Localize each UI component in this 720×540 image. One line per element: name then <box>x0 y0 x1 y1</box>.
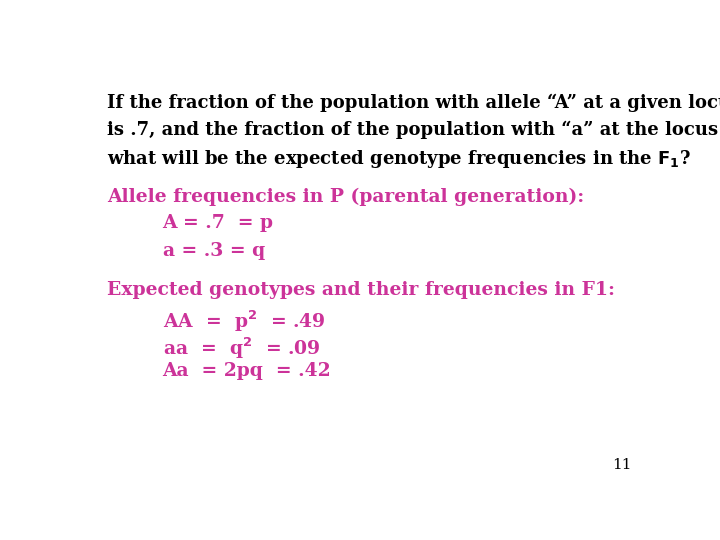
Text: 11: 11 <box>612 458 631 472</box>
Text: AA  =  p$\mathbf{^2}$  = .49: AA = p$\mathbf{^2}$ = .49 <box>163 308 325 334</box>
Text: a = .3 = q: a = .3 = q <box>163 241 265 260</box>
Text: aa  =  q$\mathbf{^2}$  = .09: aa = q$\mathbf{^2}$ = .09 <box>163 335 320 361</box>
Text: what will be the expected genotype frequencies in the $\mathbf{F_1}$?: what will be the expected genotype frequ… <box>107 148 690 170</box>
Text: Expected genotypes and their frequencies in F1:: Expected genotypes and their frequencies… <box>107 281 615 299</box>
Text: Allele frequencies in P (parental generation):: Allele frequencies in P (parental genera… <box>107 187 584 206</box>
Text: Aa  = 2pq  = .42: Aa = 2pq = .42 <box>163 362 331 380</box>
Text: A = .7  = p: A = .7 = p <box>163 214 274 233</box>
Text: If the fraction of the population with allele “A” at a given locus: If the fraction of the population with a… <box>107 94 720 112</box>
Text: is .7, and the fraction of the population with “a” at the locus is .3,: is .7, and the fraction of the populatio… <box>107 121 720 139</box>
